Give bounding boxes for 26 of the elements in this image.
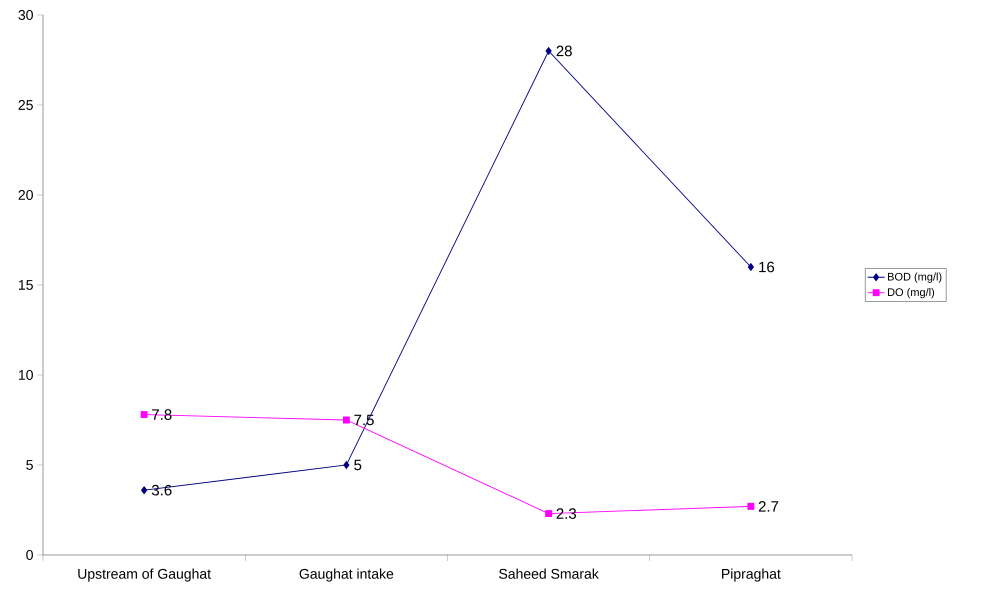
legend-label: DO (mg/l): [888, 288, 934, 298]
data-label: 16: [759, 262, 774, 272]
point: [342, 416, 350, 424]
x-tick-label: Upstream of Gaughat: [78, 568, 211, 582]
point: [747, 502, 754, 510]
y-tick-label: 20: [18, 190, 33, 200]
y-tick-label: 5: [26, 460, 33, 470]
data-label: 5: [354, 460, 362, 470]
point: [141, 486, 148, 494]
data-label: 3.6: [152, 484, 172, 496]
x-tick-label: Saheed Smarak: [499, 568, 599, 579]
x-tick-label: Pipraghat: [722, 568, 781, 582]
point: [545, 510, 552, 518]
point: [546, 47, 552, 55]
y-tick-label: 25: [18, 100, 33, 110]
point: [748, 263, 754, 271]
point: [343, 461, 350, 469]
y-tick-label: 0: [26, 550, 33, 560]
y-tick-label: 15: [18, 280, 33, 290]
legend-label: BOD (mg/l): [888, 272, 942, 283]
data-label: 2.7: [758, 501, 778, 512]
point: [140, 411, 148, 418]
x-tick-label: Gaughat intake: [300, 568, 394, 582]
y-tick-label: 30: [18, 10, 33, 20]
y-tick-label: 10: [18, 370, 33, 380]
data-label: 28: [556, 46, 572, 56]
